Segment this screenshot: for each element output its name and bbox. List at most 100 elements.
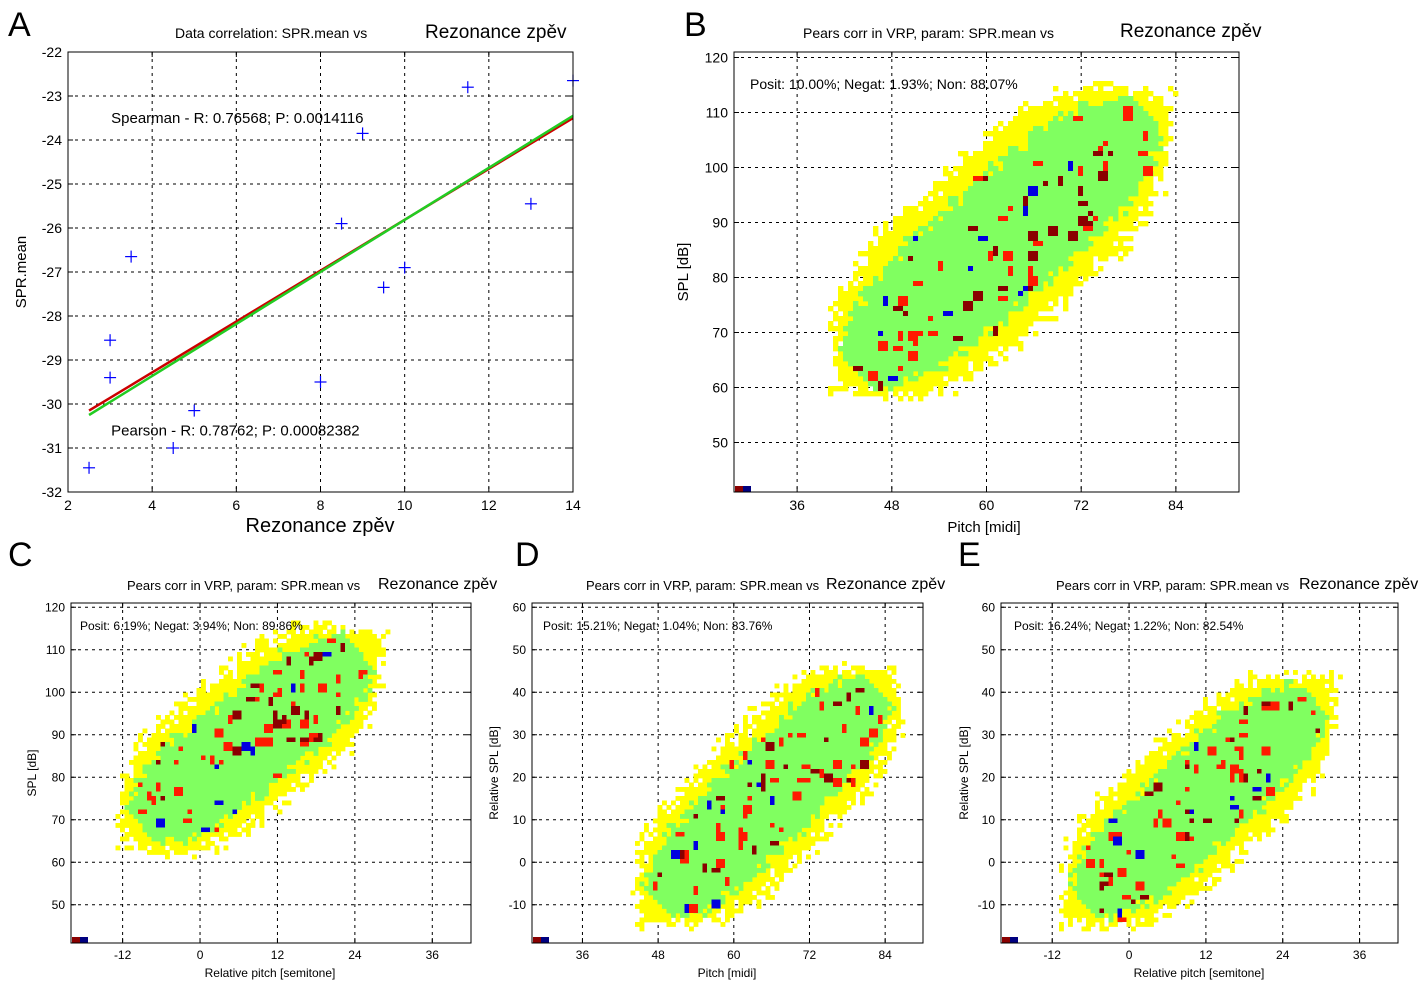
data-point (377, 281, 390, 294)
axes-e (1001, 603, 1398, 943)
heatmap-cell-positive-strong (1185, 832, 1190, 841)
heatmap-cell-negative (214, 800, 224, 805)
x-tick-label: 12 (271, 948, 285, 962)
xlabel-e: Relative pitch [semitone] (1134, 966, 1265, 980)
heatmap-cell-positive-strong (963, 301, 973, 311)
heatmap-cell-positive-strong (1144, 791, 1154, 796)
heatmap-cell-positive-strong (824, 737, 829, 742)
heatmap-cell-positive-strong (232, 710, 242, 720)
heatmap-cell-positive (797, 733, 806, 738)
heatmap-cell-positive-strong (273, 719, 282, 729)
heatmap-cell-positive (264, 724, 273, 733)
heatmap-cell-positive-strong (953, 336, 963, 341)
heatmap-cell-positive-strong (693, 814, 698, 819)
heatmap-cell-positive-strong (993, 326, 998, 336)
heatmap-cell-positive-strong (313, 737, 323, 742)
heatmap-cell-positive (1143, 166, 1153, 176)
heatmap-cell-positive (1158, 809, 1163, 819)
heatmap-cell-positive (214, 827, 219, 832)
axes-d (532, 603, 923, 943)
colorbar-swatch-dark (1002, 937, 1010, 943)
heatmap-cell-positive-strong (1104, 872, 1113, 877)
heatmap-cell-positive (1123, 106, 1133, 111)
heatmap-cell-positive-strong (903, 311, 908, 316)
heatmap-cell-negative (720, 809, 725, 814)
heatmap-cell-positive (801, 764, 811, 769)
data-point (335, 217, 348, 230)
heatmap-cell-positive (1207, 746, 1217, 756)
title-b-small: Pears corr in VRP, param: SPR.mean vs (803, 25, 1054, 41)
y-tick-label: 100 (705, 159, 729, 175)
heatmap-cell-positive (653, 881, 658, 891)
heatmap-cell-positive (291, 701, 296, 706)
heatmap-cell-positive (878, 715, 883, 724)
heatmap-cell-positive (779, 737, 784, 747)
heatmap-cell-positive-strong (716, 796, 725, 801)
y-tick-label: 0 (988, 855, 995, 869)
heatmap-cell-positive-strong (1140, 895, 1149, 900)
heatmap-cell-positive-strong (250, 683, 260, 688)
heatmap-cell-positive-strong (1028, 231, 1038, 241)
heatmap-cell-negative (1252, 787, 1262, 792)
heatmap-cell-negative (978, 236, 988, 241)
heatmap-cell-positive (1108, 877, 1113, 886)
heatmap-cell-positive (336, 674, 341, 684)
title-c-small: Pears corr in VRP, param: SPR.mean vs (127, 578, 361, 593)
heatmap-cell-positive (151, 796, 156, 805)
heatmap-cell-positive-strong (313, 652, 323, 661)
y-tick-label: 40 (513, 685, 527, 699)
plot-frame (1000, 602, 1399, 944)
heatmap-cell-positive (1033, 161, 1043, 166)
panel-letter-e: E (958, 536, 981, 574)
ylabel-b: SPL [dB] (675, 243, 692, 302)
y-tick-label: 50 (513, 643, 527, 657)
heatmap-cell-positive (318, 683, 327, 693)
heatmap-cell-positive (1103, 161, 1108, 171)
heatmap-cell-positive (743, 805, 752, 814)
heatmap-cell-positive (183, 818, 192, 823)
colorbar-swatch-dark (533, 937, 541, 943)
data-point (398, 261, 411, 274)
heatmap-cell-positive (973, 176, 983, 181)
heatmap-cell-positive-strong (304, 710, 309, 720)
heatmap-cell-positive (1153, 818, 1158, 828)
heatmap-cell-negative (1230, 796, 1235, 801)
y-tick-label: 120 (705, 49, 729, 65)
y-tick-label: 10 (513, 813, 527, 827)
heatmap-cell-positive-strong (1108, 151, 1113, 156)
heatmap-cells-non-significant-outer (828, 81, 1179, 402)
colorbar-swatch-dark (735, 486, 743, 492)
heatmap-cell-negative (241, 742, 251, 751)
heatmap-cell-positive (743, 751, 748, 760)
stats-e: Posit: 16.24%; Negat: 1.22%; Non: 82.54% (1014, 619, 1244, 633)
x-tick-label: 72 (803, 948, 817, 962)
heatmap-cell-positive (729, 760, 734, 769)
heatmap-cell-positive (1078, 166, 1083, 176)
y-tick-label: 10 (982, 813, 996, 827)
heatmap-cell-positive-strong (968, 226, 978, 231)
heatmap-cell-positive (138, 782, 143, 787)
heatmap-cell-positive (174, 787, 183, 796)
heatmap-cell-negative (707, 800, 712, 810)
heatmap-cell-positive (851, 778, 856, 787)
heatmap-cell-positive-strong (752, 845, 757, 855)
heatmap-cell-positive (147, 791, 152, 801)
heatmap-cell-positive-strong (1252, 796, 1262, 801)
heatmap-cell-positive-strong (160, 742, 165, 747)
heatmap-cell-positive (138, 809, 147, 814)
heatmap-cell-positive-strong (983, 176, 988, 181)
heatmap-cell-positive (913, 281, 923, 286)
heatmap-cell-positive (689, 904, 698, 913)
heatmap-cell-negative (250, 746, 255, 756)
heatmap-cell-positive-strong (1093, 151, 1103, 156)
heatmap-c (72, 620, 391, 943)
heatmap-cell-positive (898, 296, 908, 306)
x-tick-label: 48 (884, 497, 900, 513)
heatmap-cell-negative (1189, 809, 1194, 814)
ylabel-a: SPR.mean (13, 236, 30, 309)
y-tick-label: -27 (42, 264, 62, 280)
heatmap-cell-positive (998, 296, 1008, 301)
heatmap-cell-positive-strong (340, 643, 345, 652)
heatmap-cell-positive (1176, 800, 1181, 805)
y-tick-label: -23 (42, 88, 62, 104)
